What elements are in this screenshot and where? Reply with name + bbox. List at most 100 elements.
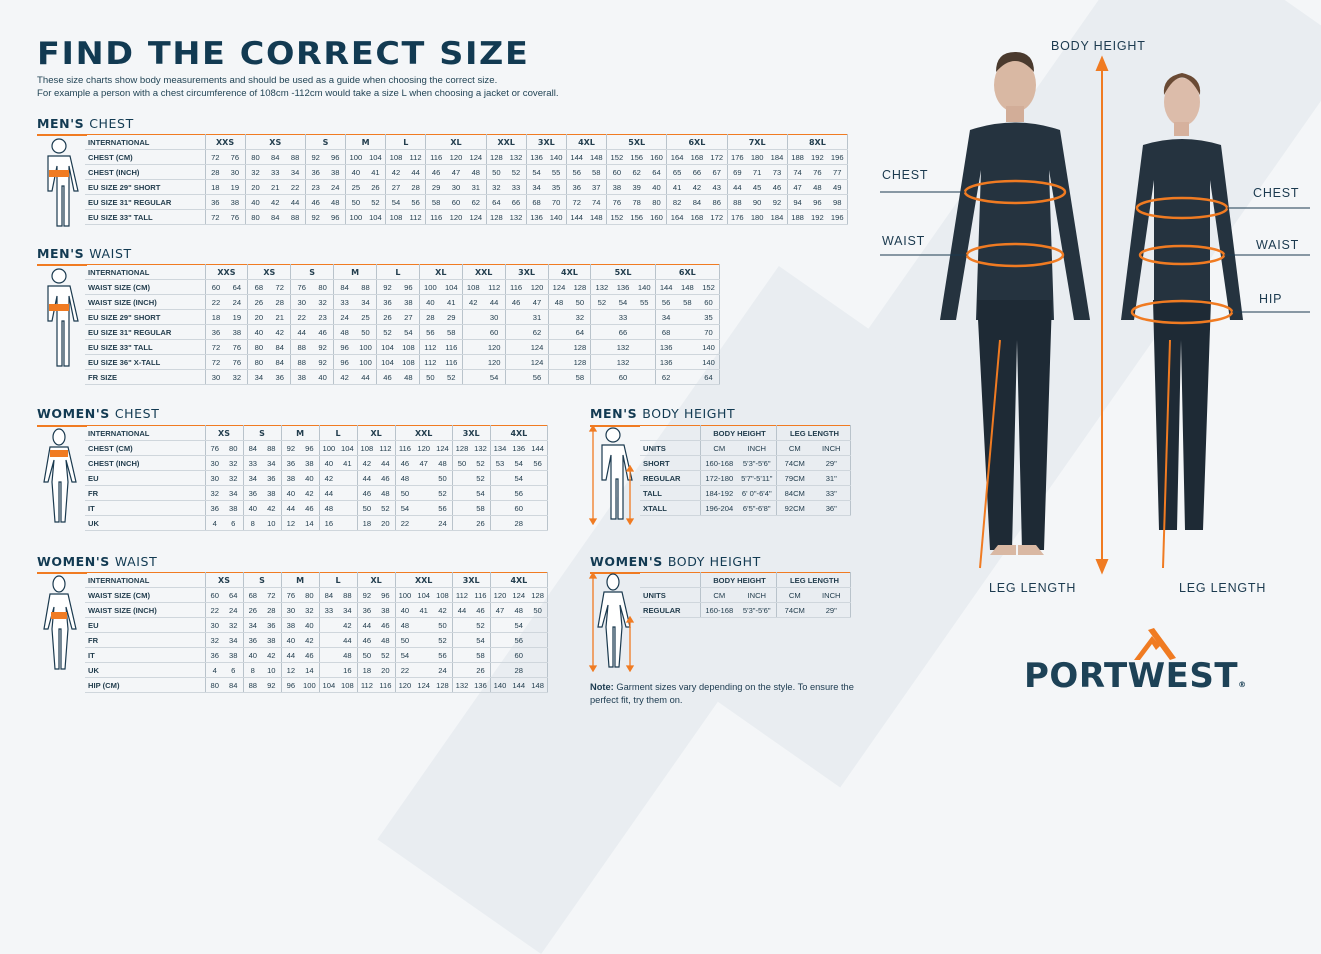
cell: 27 [385, 179, 406, 195]
cell [490, 632, 510, 648]
cell: 144 [509, 677, 529, 693]
cell: 116 [425, 149, 446, 165]
cell [505, 324, 527, 340]
cell: 70 [698, 324, 721, 340]
cell: 76 [225, 149, 246, 165]
cell: 100 [345, 209, 366, 225]
cell: 94 [787, 194, 808, 210]
table-row: WAIST SIZE (INCH) 22 24 26 28 30 32 33 34 36 38 40 4… [85, 294, 721, 310]
size-xl: XL [357, 572, 396, 588]
cell: 40 [243, 500, 263, 516]
cell: 22 [290, 309, 313, 325]
size-5xl: 5XL [590, 264, 656, 280]
cell: 35 [546, 179, 567, 195]
cell: 48 [338, 647, 358, 663]
table-row: HIP (CM) 80 84 88 92 96 100 104 108 112 116 120 124 1… [85, 677, 549, 693]
size-s: S [305, 134, 347, 150]
cell: 140 [490, 677, 510, 693]
cell: 124 [509, 587, 529, 603]
cell: 46 [357, 632, 377, 648]
cell: 44 [357, 470, 377, 486]
cell: 50 [452, 455, 472, 471]
cell: 36 [262, 470, 282, 486]
cell: 60 [612, 369, 634, 385]
group-leg-length: LEG LENGTH [775, 572, 851, 588]
cell: 23 [312, 309, 335, 325]
group-body-height: BODY HEIGHT [699, 425, 777, 441]
cell: 148 [528, 677, 549, 693]
cell: 120 [483, 354, 506, 370]
cell: 56 [566, 164, 587, 180]
cell: 52 [590, 294, 613, 310]
cell: 42 [300, 632, 320, 648]
cell [505, 339, 527, 355]
unit: INCH [738, 440, 777, 456]
cell: 32 [224, 470, 244, 486]
cell: 100 [345, 149, 366, 165]
cell: 52 [376, 324, 398, 340]
cell: 132 [506, 149, 527, 165]
cell: 74CM [775, 455, 814, 471]
cell: 10 [262, 515, 282, 531]
cell: 54 [471, 485, 491, 501]
cell: 30 [483, 309, 506, 325]
cell: 120 [445, 149, 467, 165]
table-row: SHORT 160-168 5'3"-5'6" 74CM 29" [640, 455, 851, 471]
cell: 92 [312, 339, 335, 355]
intro-line-1: These size charts show body measurements… [37, 75, 498, 86]
cell: 20 [247, 309, 270, 325]
table-row: REGULAR 160-168 5'3"-5'6" 74CM 29" [640, 602, 851, 618]
cell: 74CM [775, 602, 814, 618]
cell: 34 [655, 309, 677, 325]
size-xxl: XXL [395, 572, 453, 588]
cell: 23 [305, 179, 326, 195]
cell: 22 [204, 602, 225, 618]
mens-chest-table: INTERNATIONAL XXS XS S M L XL XXL 3XL 4XL 5XL 6XL 7X… [85, 134, 849, 225]
cell: 43 [706, 179, 728, 195]
cell [548, 369, 570, 385]
size-xxl: XXL [395, 425, 453, 441]
body-height-label: BODY HEIGHT [1051, 39, 1146, 53]
cell [319, 632, 339, 648]
table-row: EU SIZE 36" X-TALL 72 76 80 84 88 92 96 100 104 10… [85, 354, 721, 370]
cell: 21 [269, 309, 292, 325]
cell: 92 [305, 209, 326, 225]
womens-chest-heading: WOMEN'S CHEST [37, 406, 160, 421]
unit: CM [775, 587, 814, 603]
cell: 47 [414, 455, 434, 471]
unit: CM [699, 587, 738, 603]
cell: 32 [224, 617, 244, 633]
cell: 32 [486, 179, 507, 195]
header-label: INTERNATIONAL [85, 425, 205, 441]
cell: 64 [224, 587, 244, 603]
cell: 116 [440, 339, 463, 355]
cell: 128 [569, 354, 592, 370]
cell: 108 [462, 279, 484, 295]
cell: 76 [226, 354, 249, 370]
cell [462, 324, 484, 340]
table-row: EU SIZE 33" TALL 72 76 80 84 88 92 96 100 104 108 1… [85, 339, 721, 355]
cell: 112 [452, 587, 472, 603]
cell: 188 [787, 209, 808, 225]
cell: 132 [471, 440, 491, 456]
cell: 56 [419, 324, 441, 340]
size-xl: XL [425, 134, 487, 150]
cell: 44 [727, 179, 748, 195]
cell: 26 [471, 662, 491, 678]
cell: 124 [526, 354, 549, 370]
cell: 41 [440, 294, 463, 310]
cell [462, 369, 484, 385]
cell: 62 [526, 324, 549, 340]
cell: 6 [224, 662, 244, 678]
cell: 44 [357, 617, 377, 633]
cell: 29 [440, 309, 463, 325]
cell [490, 470, 510, 486]
cell: 79CM [775, 470, 814, 486]
cell [414, 617, 434, 633]
table-row: CHEST (CM) 72 76 80 84 88 92 96 100 104 108 112 116 1… [85, 149, 849, 165]
cell [528, 515, 549, 531]
cell: 136 [655, 339, 677, 355]
cell: 184 [767, 209, 788, 225]
row-label: EU [85, 470, 205, 486]
cell: 58 [440, 324, 463, 340]
